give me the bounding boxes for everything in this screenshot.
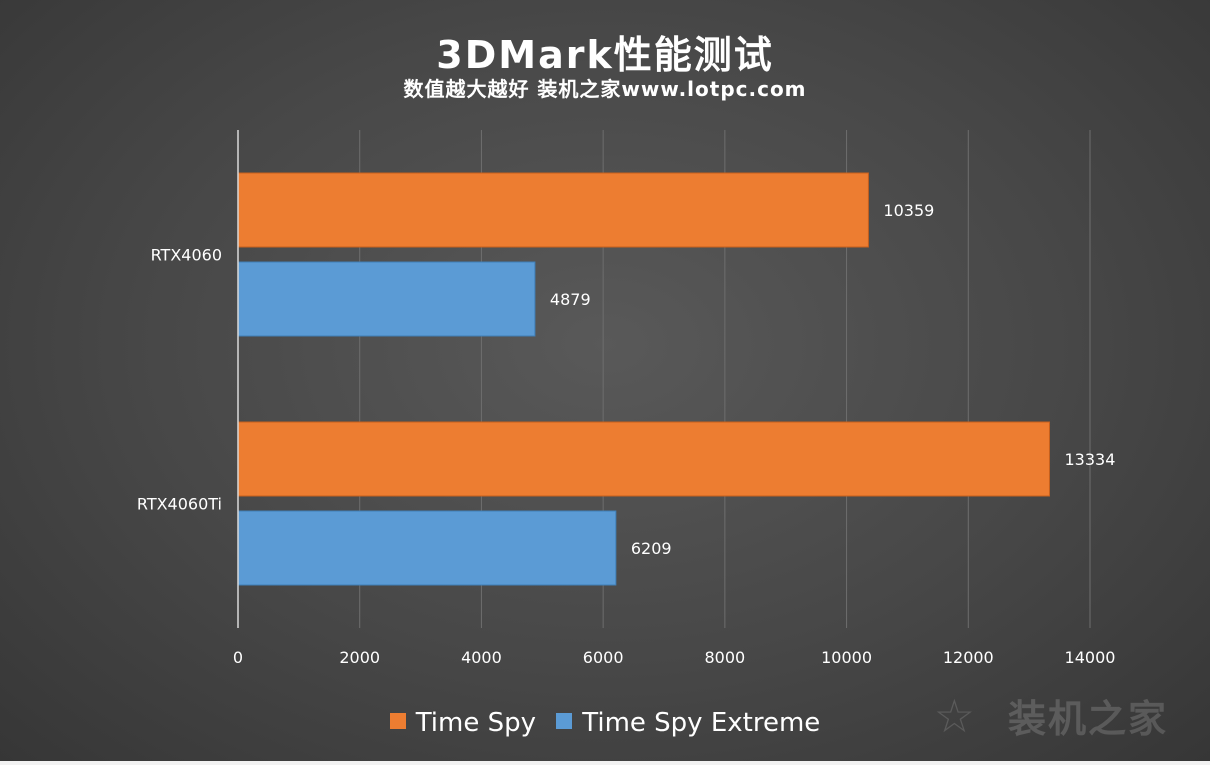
watermark-star-icon: ☆ [933,689,975,743]
labels: 0 2000 4000 6000 8000 10000 12000 14000 RTX4060 1… [137,201,1116,667]
data-label-rtx4060ti-time-spy-extreme: 6209 [631,539,672,558]
bar-rtx4060ti-time-spy [237,421,1050,497]
legend-item-time-spy: Time Spy [389,706,537,740]
category-label-rtx4060: RTX4060 [151,246,222,265]
chart-subtitle: 数值越大越好 装机之家www.lotpc.com [403,77,807,101]
category-label-rtx4060ti: RTX4060Ti [137,495,222,514]
legend-label-time-spy-extreme: Time Spy Extreme [582,708,821,738]
x-tick-label-0: 0 [233,648,243,667]
x-tick-label-8000: 8000 [704,648,745,667]
data-label-rtx4060ti-time-spy: 13334 [1064,450,1115,469]
x-tick-label-12000: 12000 [943,648,994,667]
bar-rtx4060-time-spy [237,172,869,248]
data-label-rtx4060-time-spy: 10359 [883,201,934,220]
legend-label-time-spy: Time Spy [415,708,537,738]
chart-title: 3DMark性能测试 [436,33,774,77]
bar-rtx4060ti-time-spy-extreme [237,510,617,586]
bars [237,172,1050,586]
legend: Time Spy Time Spy Extreme [0,706,1210,740]
legend-swatch-time-spy [389,712,406,729]
x-tick-label-14000: 14000 [1065,648,1116,667]
legend-swatch-time-spy-extreme [556,712,573,729]
x-tick-label-4000: 4000 [461,648,502,667]
x-tick-label-2000: 2000 [339,648,380,667]
x-tick-label-10000: 10000 [821,648,872,667]
legend-item-time-spy-extreme: Time Spy Extreme [556,706,820,740]
x-tick-label-6000: 6000 [583,648,624,667]
data-label-rtx4060-time-spy-extreme: 4879 [550,290,591,309]
bar-rtx4060-time-spy-extreme [237,261,536,337]
watermark: 装机之家 [1007,697,1168,741]
